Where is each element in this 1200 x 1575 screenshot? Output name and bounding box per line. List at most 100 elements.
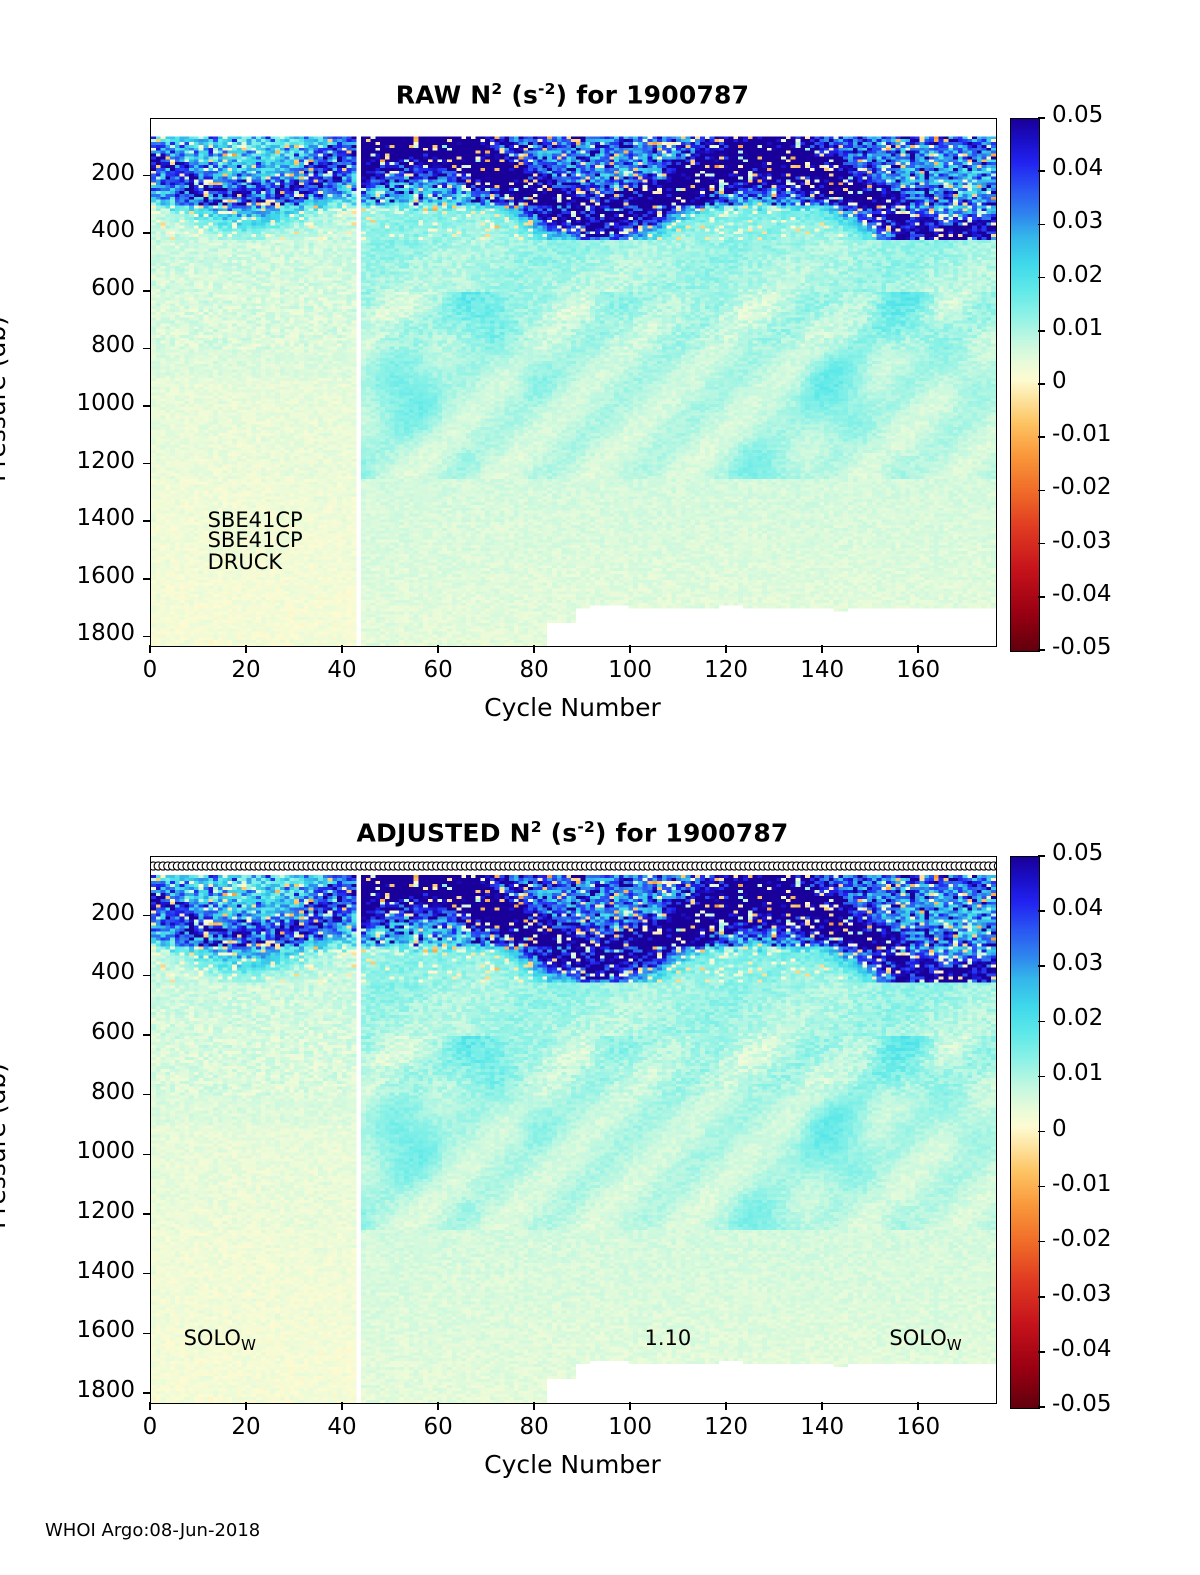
raw-plot-title: RAW N2 (s-2) for 1900787 [150,80,995,109]
adjusted-annotation-1: 1.10 [645,1326,692,1350]
raw-xtick-mark [437,645,439,653]
adjusted-colorbar-tick-mark [1038,1240,1045,1243]
raw-annotation-2: DRUCK [208,550,283,574]
adjusted-xtick-label-20: 20 [231,1414,261,1440]
adjusted-colorbar-label-0: 0.05 [1052,840,1104,866]
adjusted-ytick-label-1600: 1600 [76,1317,135,1344]
raw-colorbar-label-6: -0.01 [1052,421,1112,448]
annotation-text: 1.10 [644,1326,692,1351]
adjusted-colorbar-tick-mark [1038,855,1045,857]
adjusted-xtick-label-0: 0 [142,1414,158,1440]
adjusted-ytick-label-1800: 1800 [76,1377,135,1403]
adjusted-colorbar-tick-mark [1038,910,1045,912]
raw-xtick-mark [245,645,247,653]
raw-colorbar-tick-mark [1038,117,1045,119]
adjusted-colorbar-label-2: 0.03 [1052,950,1104,977]
raw-xtick-mark [725,645,727,653]
raw-colorbar-label-2: 0.03 [1052,208,1104,235]
figure-footer: WHOI Argo:08-Jun-2018 [45,1520,261,1541]
adjusted-colorbar-label-3: 0.02 [1052,1005,1104,1032]
raw-ytick-mark [143,174,150,177]
adjusted-ytick-label-400: 400 [91,959,135,986]
raw-colorbar-label-5: 0 [1052,368,1067,394]
adjusted-xtick-mark [437,1402,439,1410]
adjusted-colorbar-tick-mark [1038,1185,1045,1188]
raw-yaxis-label: Pressure (db) [0,315,11,482]
raw-ytick-label-1000: 1000 [76,390,135,416]
annotation-text: SBE41CP [207,528,303,553]
raw-colorbar-label-3: 0.02 [1052,261,1104,288]
title-superscript-2: 2 [530,818,542,836]
annotation-subscript: W [240,1336,256,1355]
raw-xaxis-label: Cycle Number [484,693,661,722]
raw-ytick-label-200: 200 [91,159,135,186]
adjusted-colorbar-label-7: -0.02 [1052,1225,1112,1252]
title-text-prefix: RAW N [395,80,492,110]
adjusted-colorbar-label-8: -0.03 [1052,1280,1112,1307]
raw-colorbar-tick-mark [1038,330,1045,332]
adjusted-plot-title: ADJUSTED N2 (s-2) for 1900787 [150,818,995,847]
annotation-text: DRUCK [207,549,283,574]
title-text-prefix: ADJUSTED N [356,818,531,848]
adjusted-colorbar-tick-mark [1038,1406,1045,1408]
adjusted-ytick-label-800: 800 [91,1078,135,1105]
adjusted-xtick-mark [149,1402,151,1410]
raw-ytick-label-1600: 1600 [76,562,135,589]
annotation-subscript: W [946,1336,962,1355]
adjusted-colorbar [1010,856,1040,1409]
raw-colorbar-tick-mark [1038,223,1045,226]
title-text-mid: (s [541,818,578,848]
adjusted-xtick-label-60: 60 [423,1414,453,1440]
raw-xtick-label-100: 100 [608,657,653,683]
raw-xtick-label-0: 0 [142,657,158,683]
adjusted-colorbar-label-6: -0.01 [1052,1170,1112,1197]
raw-ytick-label-800: 800 [91,332,135,359]
adjusted-xaxis-label: Cycle Number [484,1450,661,1479]
raw-colorbar-label-10: -0.05 [1052,634,1112,660]
raw-colorbar-tick-mark [1038,489,1045,492]
raw-ytick-label-1400: 1400 [76,505,135,532]
raw-xtick-mark [533,645,535,653]
raw-heatmap [151,119,996,646]
raw-axes [150,118,997,647]
title-superscript-2: 2 [491,80,503,98]
adjusted-ytick-mark [143,1272,150,1275]
raw-xtick-label-20: 20 [231,657,261,683]
raw-annotation-0: SBE41CP [208,508,303,532]
raw-xtick-label-40: 40 [327,657,357,683]
adjusted-colorbar-label-10: -0.05 [1052,1391,1112,1417]
raw-ytick-mark [143,347,150,350]
adjusted-annotation-2: SOLOW [889,1326,961,1354]
raw-xtick-label-60: 60 [423,657,453,683]
adjusted-ytick-mark [143,1093,150,1096]
raw-ytick-mark [143,405,150,407]
adjusted-colorbar-label-1: 0.04 [1052,895,1104,922]
adjusted-xtick-label-160: 160 [896,1414,941,1440]
adjusted-ytick-mark [143,1153,150,1156]
raw-colorbar-tick-mark [1038,170,1045,172]
adjusted-xtick-label-140: 140 [800,1414,845,1440]
raw-colorbar-tick-mark [1038,596,1045,598]
adjusted-colorbar-tick-mark [1038,1296,1045,1298]
raw-ytick-mark [143,290,150,292]
adjusted-heatmap [151,857,996,1403]
adjusted-ytick-mark [143,914,150,917]
adjusted-xtick-mark [245,1402,247,1410]
annotation-text: SOLO [889,1326,947,1351]
adjusted-ytick-mark [143,1213,150,1215]
adjusted-xtick-label-80: 80 [519,1414,549,1440]
adjusted-ytick-label-600: 600 [91,1019,135,1045]
raw-ytick-mark [143,462,150,465]
adjusted-ytick-mark [143,974,150,977]
raw-colorbar-label-1: 0.04 [1052,155,1104,182]
raw-colorbar [1010,118,1040,652]
adjusted-colorbar-label-4: 0.01 [1052,1060,1104,1087]
adjusted-colorbar-tick-mark [1038,965,1045,967]
raw-colorbar-label-9: -0.04 [1052,580,1112,607]
adjusted-cycle-marker-row [151,857,996,875]
adjusted-xtick-mark [629,1402,631,1410]
adjusted-ytick-mark [143,1392,150,1394]
raw-colorbar-label-8: -0.03 [1052,527,1112,554]
adjusted-ytick-label-1200: 1200 [76,1198,135,1224]
raw-colorbar-label-7: -0.02 [1052,474,1112,501]
